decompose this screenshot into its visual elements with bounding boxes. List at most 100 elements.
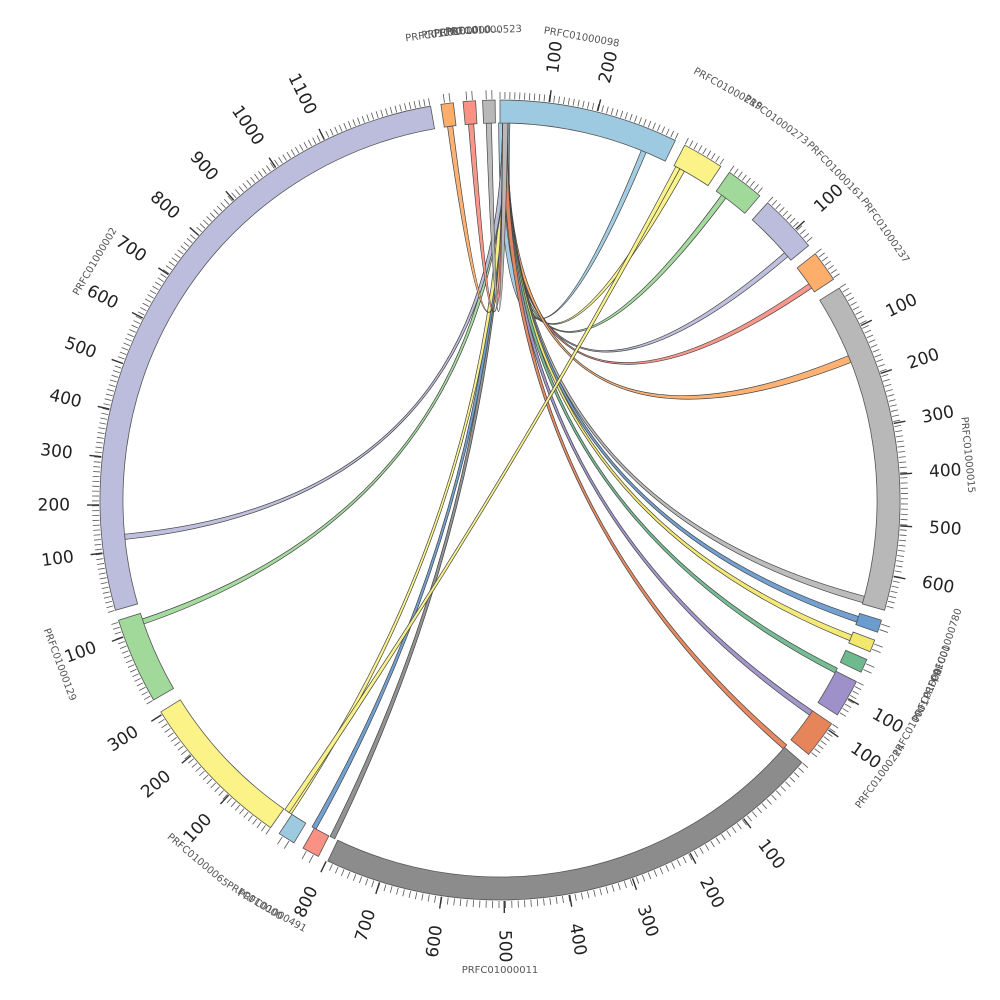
minor-tick — [891, 409, 899, 412]
contig-arc-prfc01000011 — [327, 746, 803, 901]
minor-tick — [874, 354, 882, 358]
minor-tick — [209, 212, 216, 219]
minor-tick — [98, 427, 106, 430]
minor-tick — [196, 226, 203, 233]
major-tick — [89, 454, 102, 458]
minor-tick — [340, 869, 345, 877]
minor-tick — [158, 719, 165, 724]
minor-tick — [312, 137, 317, 144]
minor-tick — [453, 898, 455, 906]
minor-tick — [352, 119, 356, 127]
minor-tick — [741, 819, 747, 826]
minor-tick — [587, 101, 590, 109]
minor-tick — [857, 315, 865, 320]
minor-tick — [278, 157, 283, 164]
minor-tick — [596, 104, 600, 112]
minor-tick — [799, 229, 806, 235]
minor-tick — [832, 723, 839, 729]
minor-tick — [343, 122, 347, 130]
minor-tick — [711, 153, 716, 160]
minor-tick — [371, 880, 375, 888]
major-tick — [893, 420, 906, 425]
minor-tick — [186, 238, 193, 244]
minor-tick — [167, 732, 174, 738]
minor-tick — [567, 97, 570, 105]
minor-tick — [857, 681, 864, 686]
major-tick — [795, 220, 805, 230]
minor-tick — [715, 837, 721, 844]
minor-tick — [887, 600, 895, 604]
contig-arc-prfc01000219 — [673, 144, 722, 187]
minor-tick — [895, 435, 903, 438]
minor-tick — [693, 142, 698, 150]
minor-tick — [897, 550, 905, 552]
minor-tick — [352, 874, 357, 881]
tick-label: 100 — [62, 638, 99, 668]
minor-tick — [141, 691, 148, 696]
minor-tick — [710, 840, 715, 848]
minor-tick — [399, 104, 402, 112]
minor-tick — [842, 708, 849, 713]
minor-tick — [239, 808, 245, 815]
contig-arc-prfc010000 — [278, 813, 307, 844]
minor-tick — [779, 207, 785, 213]
minor-tick — [97, 567, 105, 570]
minor-tick — [168, 261, 175, 267]
minor-tick — [653, 870, 658, 877]
minor-tick — [863, 669, 872, 674]
tick-label: 1000 — [227, 102, 268, 149]
minor-tick — [895, 430, 903, 433]
minor-tick — [100, 582, 108, 585]
minor-tick — [753, 184, 759, 191]
minor-tick — [418, 100, 421, 108]
minor-tick — [93, 461, 101, 463]
contig-arc-prfc01000002 — [99, 105, 435, 611]
tick-label: 500 — [62, 333, 99, 363]
minor-tick — [605, 886, 609, 894]
contig-arc-prfc01000065 — [160, 699, 285, 829]
minor-tick — [94, 543, 102, 546]
tick-label: 300 — [920, 402, 956, 428]
minor-tick — [125, 338, 132, 342]
minor-tick — [357, 117, 361, 125]
minor-tick — [347, 121, 352, 128]
minor-tick — [465, 91, 468, 101]
minor-tick — [96, 441, 104, 444]
minor-tick — [889, 404, 897, 407]
minor-tick — [94, 451, 102, 454]
minor-tick — [117, 356, 125, 360]
minor-tick — [859, 320, 867, 325]
minor-tick — [218, 790, 224, 796]
minor-tick — [282, 154, 287, 161]
minor-tick — [147, 294, 154, 299]
minor-tick — [577, 99, 580, 107]
minor-tick — [252, 818, 258, 825]
minor-tick — [144, 298, 152, 303]
minor-tick — [887, 394, 895, 397]
minor-tick — [862, 325, 869, 329]
minor-tick — [768, 196, 774, 203]
minor-tick — [563, 97, 565, 105]
minor-tick — [818, 252, 825, 258]
minor-tick — [222, 793, 228, 800]
minor-tick — [815, 248, 822, 254]
minor-tick — [635, 876, 640, 884]
major-tick — [150, 714, 162, 722]
minor-tick — [102, 407, 110, 411]
minor-tick — [766, 799, 772, 805]
minor-tick — [408, 890, 411, 898]
major-tick — [847, 698, 860, 706]
minor-tick — [448, 93, 451, 103]
minor-tick — [191, 762, 198, 768]
minor-tick — [891, 585, 899, 589]
tick-label: 100 — [869, 704, 907, 737]
minor-tick — [466, 899, 468, 907]
minor-tick — [134, 677, 141, 682]
tick-label: 400 — [928, 460, 962, 482]
minor-tick — [94, 456, 102, 458]
tick-label: 500 — [495, 930, 515, 963]
minor-tick — [402, 889, 405, 897]
minor-tick — [171, 257, 178, 263]
minor-tick — [864, 329, 872, 334]
major-tick — [689, 852, 697, 864]
